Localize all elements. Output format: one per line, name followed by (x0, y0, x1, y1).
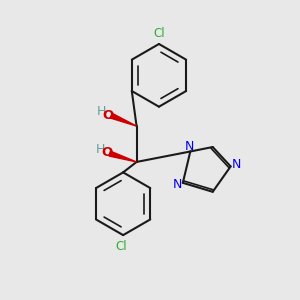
Text: H: H (97, 105, 106, 118)
Text: N: N (185, 140, 194, 153)
Polygon shape (110, 113, 136, 126)
Polygon shape (109, 151, 136, 162)
Text: N: N (232, 158, 241, 171)
Text: Cl: Cl (153, 26, 165, 40)
Text: O: O (101, 146, 112, 160)
Text: O: O (103, 109, 114, 122)
Text: Cl: Cl (116, 240, 127, 253)
Text: H: H (95, 142, 105, 156)
Text: N: N (173, 178, 182, 191)
